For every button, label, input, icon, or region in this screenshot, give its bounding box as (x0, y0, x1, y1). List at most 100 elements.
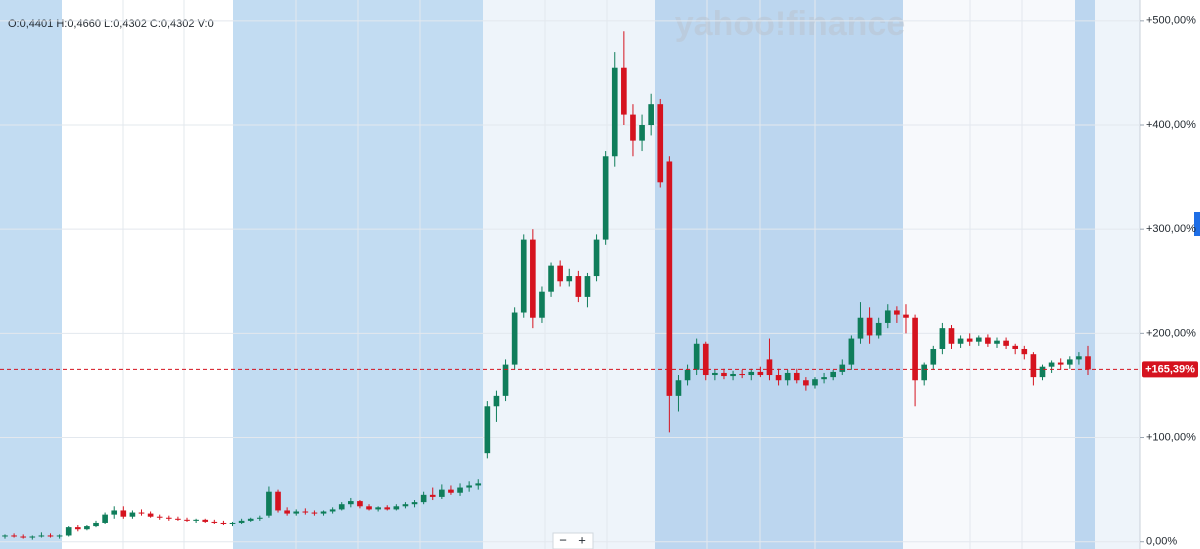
candle-body (966, 338, 973, 342)
candle-body (484, 406, 491, 454)
ohlc-legend: O:0,4401 H:0,4660 L:0,4302 C:0,4302 V:0 (8, 18, 214, 30)
candle-body (111, 510, 118, 515)
candle-body (84, 526, 90, 530)
zoom-in[interactable]: + (578, 532, 586, 547)
candle-body (229, 522, 236, 524)
candle-body (648, 104, 654, 126)
candle-body (839, 364, 846, 372)
candle-body (975, 337, 982, 342)
candle-body (38, 535, 45, 537)
candle-body (721, 372, 727, 377)
candle-body (994, 340, 1000, 344)
candle-body (348, 501, 354, 505)
candle-body (948, 328, 955, 344)
candle-body (530, 239, 536, 318)
candle-body (939, 328, 946, 349)
session-band (655, 0, 903, 549)
candle-body (557, 265, 563, 282)
candle-body (584, 276, 591, 297)
candle-body (2, 535, 8, 537)
candle-body (366, 506, 372, 510)
y-tick-label: +200,00% (1146, 327, 1196, 339)
candle-body (793, 372, 800, 381)
candle-body (29, 536, 36, 538)
candle-body (803, 380, 809, 386)
candle-body (184, 519, 190, 521)
candle-body (739, 373, 745, 376)
candle-body (693, 343, 700, 370)
candle-body (748, 371, 755, 376)
candle-body (712, 372, 718, 376)
candle-body (621, 67, 627, 115)
scroll-handle[interactable] (1194, 212, 1200, 236)
candle-body (448, 489, 454, 493)
candle-body (630, 114, 636, 141)
candle-body (502, 364, 509, 396)
candle-body (575, 276, 582, 297)
candle-body (247, 518, 254, 521)
candle-body (393, 506, 400, 510)
vertical-grid (122, 0, 1023, 549)
candle-body (539, 291, 545, 318)
candle-body (420, 494, 427, 503)
candle-body (1076, 356, 1082, 360)
candle-body (930, 348, 937, 365)
candle-body (894, 310, 900, 315)
candle-body (912, 317, 918, 381)
candle-body (375, 507, 381, 510)
candle-body (675, 380, 682, 396)
candle-body (520, 239, 527, 313)
candle-body (202, 519, 209, 522)
last-price-tag (1142, 361, 1198, 378)
candle-body (639, 125, 645, 141)
candle-body (266, 491, 272, 516)
candle-body (766, 359, 773, 376)
candle-body (275, 491, 281, 511)
session-band (1075, 0, 1095, 549)
zoom-out[interactable]: − (559, 532, 567, 547)
candle-body (74, 527, 81, 530)
candle-body (220, 522, 227, 524)
candle-body (175, 518, 181, 520)
candle-body (548, 265, 554, 292)
candle-body (293, 511, 300, 514)
candle-body (65, 527, 72, 536)
candle-body (120, 510, 127, 517)
candle-body (611, 67, 618, 157)
candle-body (985, 337, 991, 344)
candle-body (921, 364, 928, 381)
candle-body (147, 513, 154, 517)
candle-body (466, 485, 472, 488)
candle-body (156, 516, 163, 518)
candle-body (475, 483, 482, 486)
candle-body (402, 504, 409, 507)
candle-body (566, 276, 573, 282)
candle-body (857, 317, 864, 339)
candle-body (666, 161, 673, 396)
candle-body (20, 536, 27, 538)
candle-body (56, 535, 63, 537)
candle-body (302, 511, 309, 513)
y-tick-label: +100,00% (1146, 431, 1196, 443)
y-tick-label: +500,00% (1146, 15, 1196, 27)
candle-body (457, 487, 463, 493)
candle-body (903, 314, 909, 318)
candle-body (757, 371, 764, 376)
candle-body (602, 156, 609, 240)
session-band (1095, 0, 1140, 549)
candle-body (11, 535, 17, 537)
candle-body (1030, 354, 1037, 378)
candle-body (129, 512, 136, 517)
candle-body (165, 517, 172, 519)
candle-body (702, 343, 709, 376)
candle-body (1066, 359, 1073, 365)
candle-body (284, 510, 290, 514)
candle-body (1003, 340, 1009, 346)
candle-body (1021, 348, 1028, 355)
candle-body (830, 371, 836, 378)
y-tick-label: +400,00% (1146, 119, 1196, 131)
candle-body (1039, 366, 1046, 378)
candle-body (138, 512, 145, 514)
candle-body (657, 104, 664, 183)
